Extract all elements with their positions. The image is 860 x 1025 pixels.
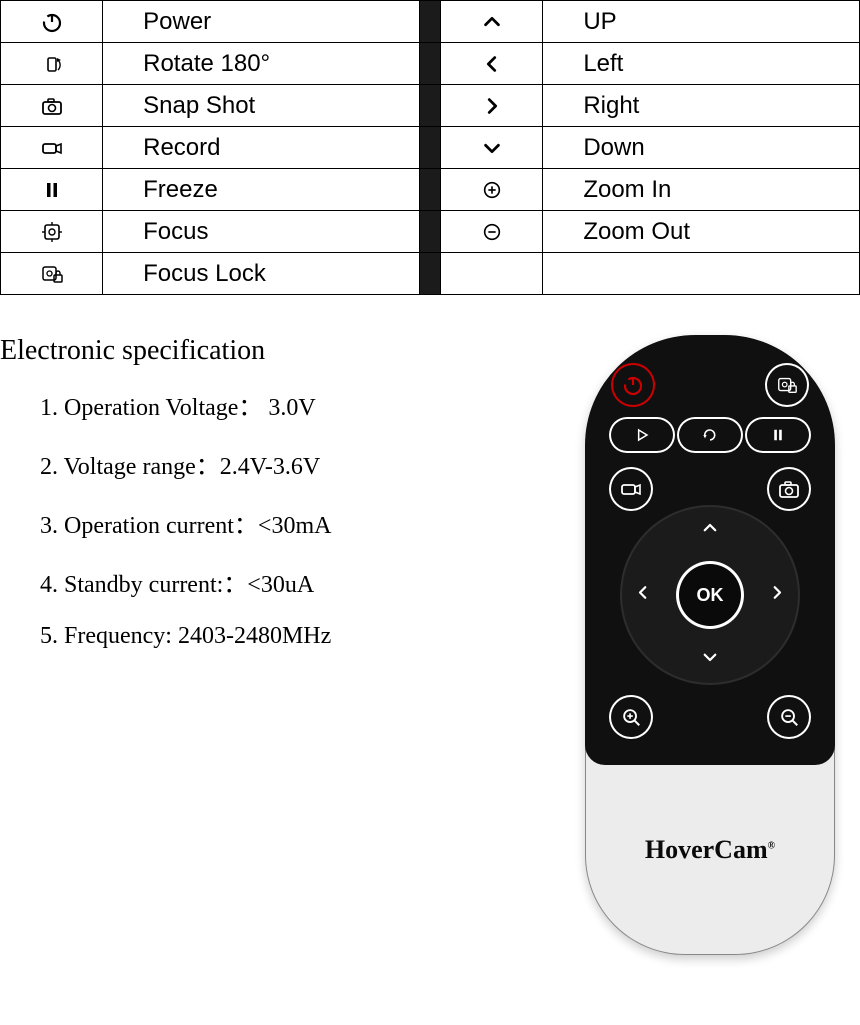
table-divider <box>419 1 440 43</box>
cell-label <box>543 253 860 295</box>
down-icon <box>441 127 543 169</box>
focuslock-icon <box>1 253 103 295</box>
spec-item: 2. Voltage range：2.4V-3.6V <box>40 446 520 481</box>
remote-zoomout-button <box>767 695 811 739</box>
remote-freeze-button <box>745 417 811 453</box>
cell-label: UP <box>543 1 860 43</box>
rotate-icon <box>1 43 103 85</box>
table-row: Snap Shot Right <box>1 85 860 127</box>
remote-illustration: OK HoverCam® <box>560 335 860 955</box>
table-divider <box>419 85 440 127</box>
remote-brand: HoverCam® <box>585 835 835 865</box>
cell-label: Right <box>543 85 860 127</box>
table-divider <box>419 169 440 211</box>
spec-list: 1. Operation Voltage： 3.0V 2. Voltage ran… <box>0 387 520 650</box>
cell-label: Freeze <box>103 169 420 211</box>
freeze-icon <box>1 169 103 211</box>
spec-item: 3. Operation current：<30mA <box>40 505 520 540</box>
left-icon <box>441 43 543 85</box>
cell-label: Left <box>543 43 860 85</box>
table-row: Rotate 180° Left <box>1 43 860 85</box>
remote-power-button <box>611 363 655 407</box>
up-icon <box>441 1 543 43</box>
spec-item: 4. Standby current:：<30uA <box>40 564 520 599</box>
table-divider <box>419 253 440 295</box>
table-row: Freeze Zoom In <box>1 169 860 211</box>
record-icon <box>1 127 103 169</box>
remote-left-button <box>634 584 652 607</box>
snapshot-icon <box>1 85 103 127</box>
remote-dpad: OK <box>620 505 800 685</box>
remote-focuslock-button <box>765 363 809 407</box>
table-divider <box>419 127 440 169</box>
power-icon <box>1 1 103 43</box>
remote-snapshot-button <box>767 467 811 511</box>
remote-down-button <box>701 648 719 671</box>
cell-label: Focus <box>103 211 420 253</box>
remote-up-button <box>701 519 719 542</box>
focus-icon <box>1 211 103 253</box>
right-icon <box>441 85 543 127</box>
remote-right-button <box>768 584 786 607</box>
table-divider <box>419 211 440 253</box>
cell-label: Down <box>543 127 860 169</box>
zoomin-icon <box>441 169 543 211</box>
cell-label: Focus Lock <box>103 253 420 295</box>
cell-label: Power <box>103 1 420 43</box>
remote-ok-button: OK <box>676 561 744 629</box>
spec-title: Electronic specification <box>0 335 520 367</box>
table-row: Focus Zoom Out <box>1 211 860 253</box>
cell-label: Zoom In <box>543 169 860 211</box>
spec-item: 1. Operation Voltage： 3.0V <box>40 387 520 422</box>
brand-suffix: ® <box>768 840 775 851</box>
cell-label: Snap Shot <box>103 85 420 127</box>
remote-rotate-button <box>677 417 743 453</box>
table-row: Record Down <box>1 127 860 169</box>
brand-text: HoverCam <box>645 835 768 864</box>
spec-text: Electronic specification 1. Operation Vo… <box>0 335 520 674</box>
remote-play-button <box>609 417 675 453</box>
remote-zoomin-button <box>609 695 653 739</box>
table-row: Power UP <box>1 1 860 43</box>
function-table-body: PowerUPRotate 180°LeftSnap ShotRightReco… <box>1 1 860 295</box>
empty-icon <box>441 253 543 295</box>
cell-label: Record <box>103 127 420 169</box>
table-row: Focus Lock <box>1 253 860 295</box>
remote-record-button <box>609 467 653 511</box>
function-table: PowerUPRotate 180°LeftSnap ShotRightReco… <box>0 0 860 295</box>
spec-section: Electronic specification 1. Operation Vo… <box>0 335 860 955</box>
zoomout-icon <box>441 211 543 253</box>
cell-label: Zoom Out <box>543 211 860 253</box>
cell-label: Rotate 180° <box>103 43 420 85</box>
spec-item: 5. Frequency: 2403-2480MHz <box>40 623 520 650</box>
table-divider <box>419 43 440 85</box>
